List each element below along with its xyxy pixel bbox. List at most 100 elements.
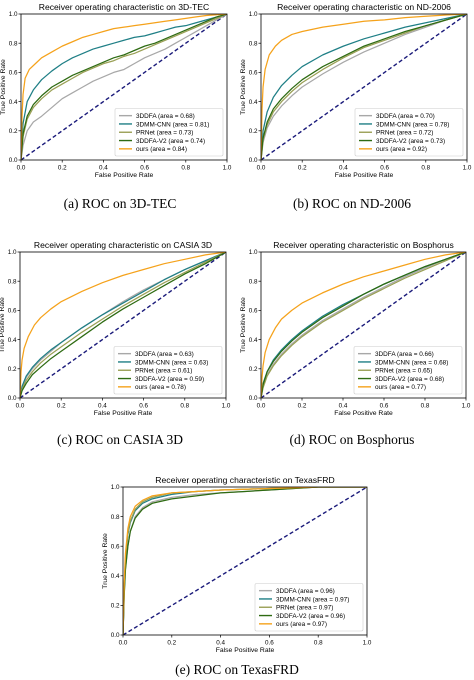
chart-title: Receiver operating characteristic on Bos… [273, 240, 454, 250]
y-tick-label: 0.0 [9, 157, 18, 164]
legend-label: 3DMM-CNN (area = 0.97) [276, 596, 349, 603]
y-tick-label: 0.8 [8, 278, 17, 285]
x-tick-label: 0.2 [298, 165, 307, 172]
plot-frame [122, 486, 368, 636]
roc-chart-svg: Receiver operating characteristic on Bos… [240, 240, 471, 417]
legend-label: 3DMM-CNN (area = 0.68) [375, 359, 448, 366]
roc-panel-casia-3d: Receiver operating characteristic on CAS… [0, 232, 237, 427]
x-tick-label: 0.8 [314, 640, 323, 647]
y-tick-label: 1.0 [111, 484, 120, 491]
y-tick-label: 0.4 [8, 337, 17, 344]
legend-label: 3DMM-CNN (area = 0.81) [136, 121, 209, 128]
roc-panel-texasfrd: Receiver operating characteristic on Tex… [102, 468, 374, 663]
legend-box [113, 346, 223, 395]
y-tick-label: 1.0 [249, 11, 258, 18]
x-tick-label: 1.0 [222, 403, 231, 410]
legend-label: PRNet (area = 0.73) [136, 130, 193, 137]
y-tick-label: 0.8 [111, 514, 120, 521]
roc-series-line-3 [261, 14, 467, 160]
legend-label: PRNet (area = 0.97) [276, 605, 333, 612]
x-tick-label: 0.4 [339, 403, 348, 410]
legend-label: 3DDFA-V2 (area = 0.74) [136, 138, 205, 145]
chart-title: Receiver operating characteristic on Tex… [155, 475, 334, 485]
x-tick-label: 0.8 [421, 403, 430, 410]
roc-series-line-0 [261, 14, 467, 160]
chance-diagonal-line [21, 14, 227, 160]
roc-chart-svg: Receiver operating characteristic on ND-… [240, 2, 472, 179]
y-tick-label: 0.4 [9, 99, 18, 106]
x-axis-label: False Positive Rate [335, 172, 394, 179]
chance-diagonal-line [20, 252, 226, 398]
y-tick-label: 0.4 [111, 573, 120, 580]
legend-box [353, 346, 463, 395]
legend-label: 3DDFA-V2 (area = 0.73) [376, 138, 445, 145]
x-tick-label: 0.2 [167, 640, 176, 647]
x-tick-label: 1.0 [463, 165, 472, 172]
x-tick-label: 0.6 [265, 640, 274, 647]
legend-box [354, 108, 464, 157]
plot-frame [19, 251, 227, 399]
legend-label: PRNet (area = 0.61) [135, 368, 192, 375]
y-tick-label: 0.6 [249, 70, 258, 77]
y-tick-label: 1.0 [249, 249, 258, 256]
legend-label: 3DMM-CNN (area = 0.63) [135, 359, 208, 366]
legend-label: 3DDFA (area = 0.66) [375, 351, 434, 358]
legend-label: 3DDFA (area = 0.70) [376, 113, 435, 120]
roc-series-line-2 [21, 14, 227, 160]
legend-label: PRNet (area = 0.65) [375, 368, 432, 375]
x-tick-label: 1.0 [223, 165, 232, 172]
y-tick-label: 0.2 [111, 603, 120, 610]
x-tick-label: 0.2 [58, 165, 67, 172]
legend-label: 3DDFA (area = 0.63) [135, 351, 194, 358]
caption-a: (a) ROC on 3D-TEC [63, 196, 177, 211]
roc-series-line-2 [261, 252, 466, 398]
y-tick-label: 0.2 [249, 366, 258, 373]
legend-label: 3DDFA-V2 (area = 0.59) [135, 376, 204, 383]
roc-series-line-3 [261, 252, 466, 398]
x-tick-label: 0.8 [180, 403, 189, 410]
legend-label: ours (area = 0.84) [136, 146, 187, 153]
roc-series-line-2 [20, 252, 226, 398]
y-tick-label: 0.0 [111, 632, 120, 639]
legend-label: ours (area = 0.77) [375, 384, 426, 391]
y-tick-label: 0.6 [8, 308, 17, 315]
caption-c: (c) ROC on CASIA 3D [56, 432, 184, 447]
roc-series-line-4 [20, 252, 226, 398]
legend-label: ours (area = 0.92) [376, 146, 427, 153]
x-tick-label: 0.6 [139, 403, 148, 410]
legend-box [254, 583, 364, 632]
legend-label: 3DMM-CNN (area = 0.78) [376, 121, 449, 128]
roc-chart-svg: Receiver operating characteristic on 3D-… [0, 2, 232, 179]
x-tick-label: 1.0 [462, 403, 471, 410]
y-tick-label: 0.4 [249, 337, 258, 344]
y-tick-label: 0.8 [9, 40, 18, 47]
legend-label: PRNet (area = 0.72) [376, 130, 433, 137]
caption-e: (e) ROC on TexasFRD [175, 662, 299, 677]
plot-frame [260, 13, 468, 161]
legend-label: 3DDFA-V2 (area = 0.68) [375, 376, 444, 383]
y-tick-label: 0.4 [249, 99, 258, 106]
roc-series-line-1 [21, 14, 227, 160]
roc-series-line-0 [21, 14, 227, 160]
x-axis-label: False Positive Rate [95, 172, 154, 179]
chance-diagonal-line [123, 487, 367, 635]
y-tick-label: 1.0 [9, 11, 18, 18]
x-tick-label: 0.4 [98, 403, 107, 410]
x-tick-label: 0.8 [421, 165, 430, 172]
y-tick-label: 0.6 [111, 543, 120, 550]
roc-series-line-3 [20, 252, 226, 398]
roc-series-line-4 [123, 487, 367, 635]
chart-title: Receiver operating characteristic on CAS… [34, 240, 212, 250]
roc-series-line-4 [21, 14, 227, 160]
chance-diagonal-line [261, 14, 467, 160]
y-tick-label: 0.2 [249, 128, 258, 135]
legend-label: 3DDFA (area = 0.68) [136, 113, 195, 120]
y-tick-label: 0.0 [8, 395, 17, 402]
roc-chart-svg: Receiver operating characteristic on CAS… [0, 240, 231, 417]
chart-title: Receiver operating characteristic on 3D-… [39, 2, 210, 12]
roc-panel-3d-tec: Receiver operating characteristic on 3D-… [0, 0, 237, 195]
y-tick-label: 0.6 [9, 70, 18, 77]
x-tick-label: 0.2 [298, 403, 307, 410]
y-tick-label: 0.8 [249, 278, 258, 285]
y-tick-label: 0.2 [9, 128, 18, 135]
